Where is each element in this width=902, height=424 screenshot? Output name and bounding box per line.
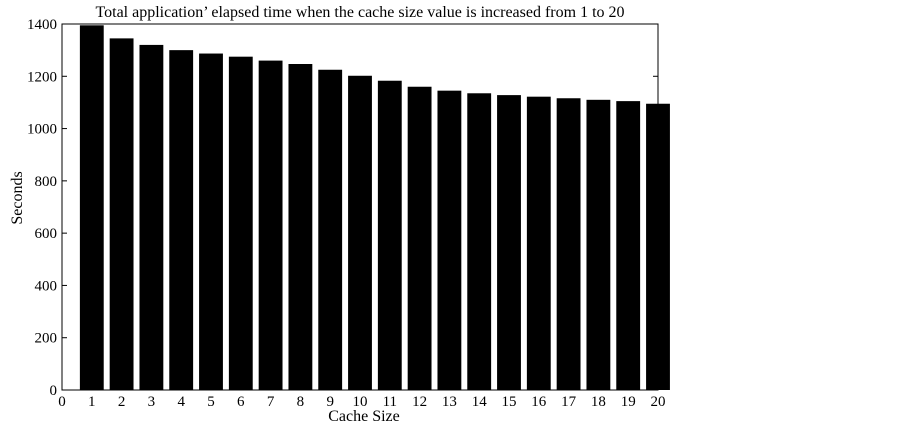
y-tick-label: 200 [35,331,58,347]
x-tick-label: 14 [472,394,488,410]
x-tick-label: 20 [651,394,666,410]
bar-10 [348,75,372,390]
bar-3 [139,44,164,390]
bar-17 [556,98,581,390]
bar-1 [79,25,104,391]
bar-6 [228,56,253,391]
chart-title: Total application’ elapsed time when the… [95,4,624,21]
y-tick-label: 800 [35,174,58,190]
bar-16 [526,96,551,391]
y-tick-label: 400 [35,278,58,294]
y-tick-label: 0 [50,383,58,399]
bar-14 [467,93,492,390]
bar-7 [258,60,283,390]
x-tick-label: 8 [297,394,305,410]
bar-13 [437,90,462,390]
x-tick-label: 7 [267,394,275,410]
bar-8 [288,64,313,390]
bar-11 [377,80,402,390]
x-tick-label: 11 [383,394,397,410]
bar-19 [616,101,641,391]
y-axis-label: Seconds [9,171,26,224]
bar-9 [318,69,343,390]
x-tick-label: 12 [412,394,427,410]
bar-18 [586,99,611,390]
x-tick-label: 13 [442,394,457,410]
bar-12 [407,86,432,391]
y-tick-label: 1200 [27,69,57,85]
x-tick-label: 18 [591,394,606,410]
x-tick-label: 1 [88,394,96,410]
x-tick-label: 10 [353,394,368,410]
x-tick-label: 0 [58,394,66,410]
y-tick-label: 1400 [27,17,57,33]
x-tick-label: 3 [148,394,156,410]
x-tick-label: 19 [621,394,636,410]
x-tick-label: 15 [502,394,517,410]
bar-4 [169,50,194,390]
bar-2 [109,38,134,390]
x-tick-label: 17 [561,394,577,410]
bars-group [79,25,670,391]
x-tick-label: 4 [177,394,185,410]
y-axis: 0 200 400 600 800 1000 1200 1400 [27,17,658,399]
bar-15 [497,95,521,391]
x-axis: 0 1 2 3 4 5 6 7 8 9 10 11 12 13 14 15 16 17 18 19 20 [58,385,666,410]
x-tick-label: 9 [326,394,334,410]
x-tick-label: 6 [237,394,245,410]
y-tick-label: 600 [35,226,58,242]
x-axis-label: Cache Size [328,408,400,424]
bar-5 [199,53,223,390]
x-tick-label: 5 [207,394,215,410]
x-tick-label: 2 [118,394,126,410]
y-tick-label: 1000 [27,122,57,138]
x-tick-label: 16 [531,394,547,410]
